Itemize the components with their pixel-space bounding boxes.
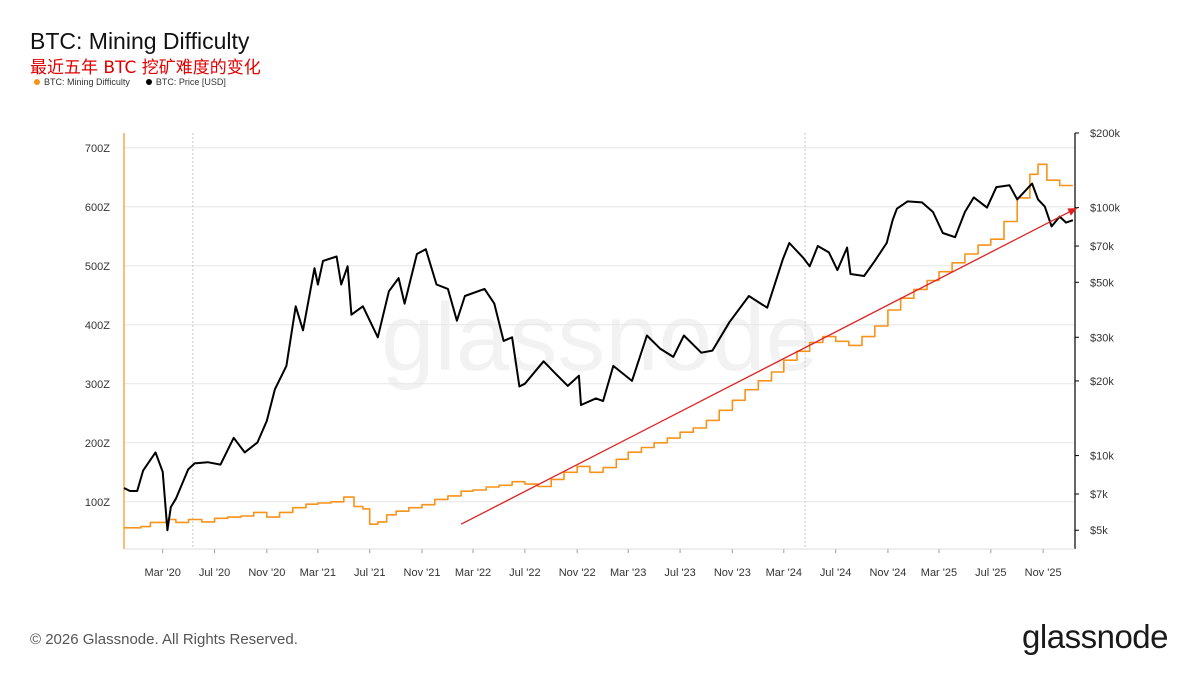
y-right-tick-label: $100k <box>1090 203 1120 215</box>
legend-dot-difficulty <box>34 79 40 85</box>
legend-label-difficulty: BTC: Mining Difficulty <box>44 77 130 87</box>
trend-arrow-line <box>460 207 1078 525</box>
grid <box>124 133 1075 549</box>
y-left-tick-label: 600Z <box>85 202 110 214</box>
x-tick-label: Jul '20 <box>199 567 230 579</box>
x-tick-label: Nov '22 <box>559 567 596 579</box>
x-tick-label: Jul '22 <box>509 567 540 579</box>
legend-item-difficulty[interactable]: BTC: Mining Difficulty <box>34 77 130 87</box>
x-tick-label: Jul '24 <box>820 567 851 579</box>
price-line <box>123 182 1074 532</box>
y-right-tick-label: $70k <box>1090 241 1114 253</box>
x-tick-label: Nov '25 <box>1025 567 1062 579</box>
legend-item-price[interactable]: BTC: Price [USD] <box>145 77 226 87</box>
axes: 100Z 200Z 300Z 400Z 500Z 600Z 700Z $5k $7k $10k $2… <box>85 128 1121 579</box>
legend-dot-price <box>145 79 152 85</box>
y-right-tick-label: $30k <box>1090 332 1114 344</box>
x-tick-label: Mar '23 <box>610 567 646 579</box>
y-left-tick-label: 300Z <box>85 379 110 391</box>
x-tick-label: Mar '22 <box>455 567 491 579</box>
x-tick-label: Jul '21 <box>354 567 385 579</box>
watermark: glassnode <box>381 284 819 391</box>
y-left-tick-label: 500Z <box>85 261 110 273</box>
glassnode-logo: glassnode <box>1022 618 1168 655</box>
y-left-tick-label: 700Z <box>85 143 110 155</box>
annotations <box>460 207 1078 525</box>
y-right-tick-label: $7k <box>1090 489 1108 501</box>
y-right-tick-label: $200k <box>1090 128 1120 140</box>
x-tick-label: Jul '23 <box>664 567 695 579</box>
x-tick-label: Mar '21 <box>300 567 336 579</box>
y-right-tick-label: $20k <box>1090 376 1114 388</box>
y-right-tick-label: $5k <box>1090 525 1108 537</box>
y-left-tick-label: 400Z <box>85 320 110 332</box>
legend: BTC: Mining Difficulty BTC: Price [USD] <box>34 77 226 87</box>
legend-label-price: BTC: Price [USD] <box>155 77 226 87</box>
x-tick-label: Nov '21 <box>404 567 441 579</box>
x-tick-label: Mar '24 <box>766 567 802 579</box>
chart-title: BTC: Mining Difficulty <box>30 28 250 54</box>
trend-arrow-head <box>1067 207 1078 216</box>
x-tick-label: Jul '25 <box>975 567 1006 579</box>
x-tick-label: Mar '20 <box>145 567 181 579</box>
y-left-tick-label: 100Z <box>85 497 110 509</box>
x-tick-label: Nov '23 <box>714 567 751 579</box>
difficulty-line <box>124 163 1073 529</box>
x-tick-label: Nov '20 <box>248 567 285 579</box>
chart-subtitle: 最近五年 BTC 挖矿难度的变化 <box>30 58 261 78</box>
y-right-tick-label: $50k <box>1090 277 1114 289</box>
y-left-tick-label: 200Z <box>85 438 110 450</box>
copyright-text: © 2026 Glassnode. All Rights Reserved. <box>30 631 298 648</box>
series <box>123 163 1074 532</box>
x-tick-label: Nov '24 <box>869 567 906 579</box>
y-right-tick-label: $10k <box>1090 451 1114 463</box>
x-tick-label: Mar '25 <box>921 567 957 579</box>
